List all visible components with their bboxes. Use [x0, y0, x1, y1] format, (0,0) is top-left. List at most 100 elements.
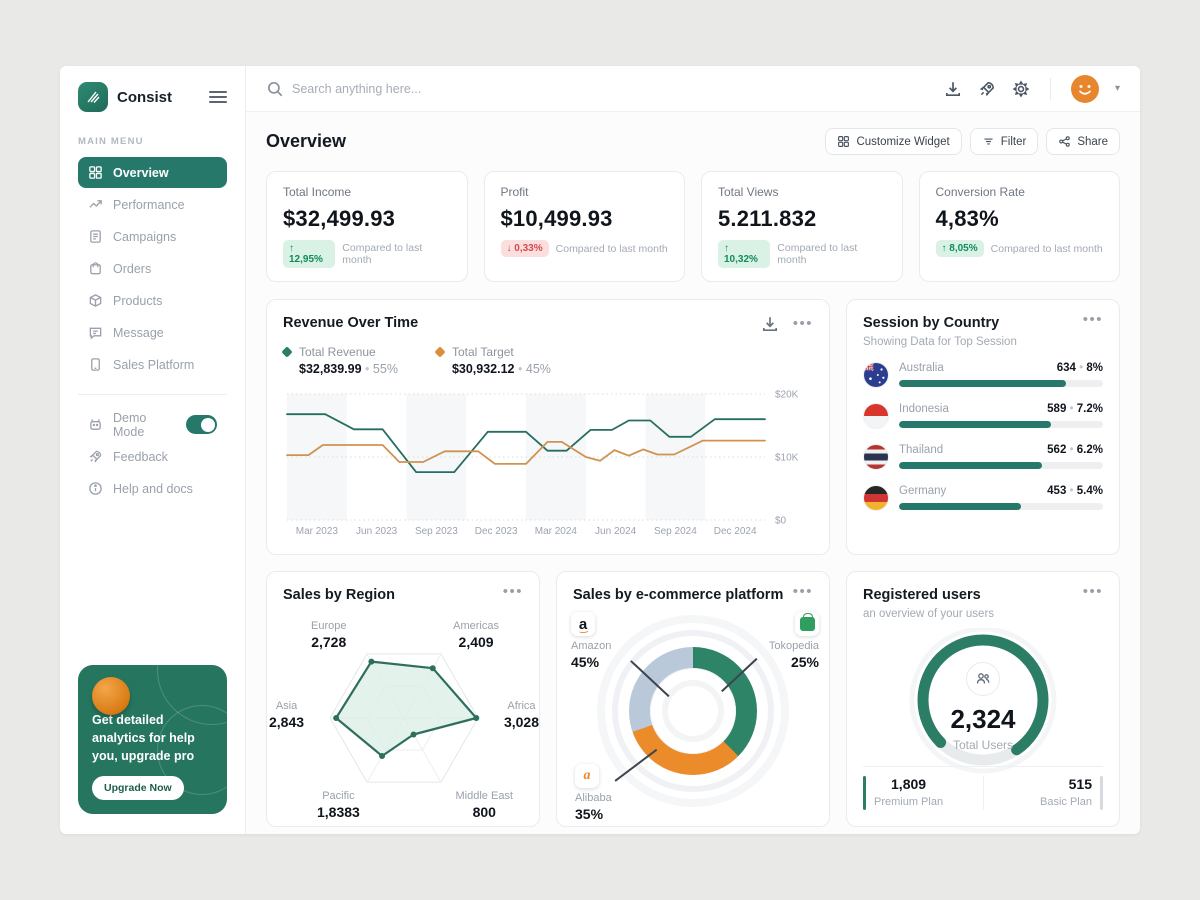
- premium-plan-accent: [863, 776, 866, 810]
- stat-note: Compared to last month: [555, 242, 668, 255]
- radar-label-asia: Asia 2,843: [269, 700, 305, 730]
- session-row-thailand: Thailand 562 • 6.2%: [863, 444, 1103, 470]
- session-by-country-card: Session by Country Showing Data for Top …: [846, 299, 1120, 555]
- sidebar-item-label: Performance: [113, 197, 185, 212]
- download-icon[interactable]: [944, 80, 962, 98]
- svg-text:Sep 2024: Sep 2024: [654, 526, 697, 537]
- radar-title: Sales by Region: [283, 587, 396, 603]
- brand-name: Consist: [117, 88, 173, 106]
- content-area: Overview Customize Widget Filter Share: [246, 112, 1140, 834]
- stats-row: Total Income $32,499.93 ↑ 12,95% Compared…: [266, 171, 1120, 282]
- radar-label-pacific: Pacific 1,8383: [317, 790, 360, 820]
- document-icon: [90, 230, 101, 243]
- rocket-icon[interactable]: [978, 80, 996, 98]
- topbar: ▾: [246, 66, 1140, 112]
- grid-icon: [89, 166, 102, 179]
- trend-badge: ↑ 12,95%: [283, 240, 336, 268]
- platform-label-tokopedia: Tokopedia 25%: [769, 612, 819, 670]
- trend-badge: ↑ 10,32%: [718, 240, 771, 268]
- filter-label: Filter: [1000, 135, 1027, 148]
- total-users-value: 2,324: [950, 704, 1016, 734]
- session-bar-fill: [899, 503, 1022, 510]
- stat-label: Total Views: [718, 185, 779, 199]
- session-bar-fill: [899, 421, 1051, 428]
- rocket-icon: [89, 450, 102, 463]
- search-input[interactable]: [292, 81, 592, 96]
- svg-text:Mar 2024: Mar 2024: [535, 526, 578, 537]
- main-menu: Overview Performance Campaigns Orders Pr…: [78, 157, 227, 380]
- sidebar-item-label: Message: [113, 325, 164, 340]
- sidebar-item-demo-mode[interactable]: Demo Mode: [78, 409, 227, 440]
- radar-label-africa: Africa 3,028: [503, 700, 539, 730]
- session-bar-track: [899, 462, 1103, 469]
- sales-by-platform-card: Sales by e-commerce platform •••: [556, 571, 830, 827]
- target-marker-icon: [434, 346, 446, 358]
- more-menu-icon[interactable]: •••: [502, 583, 523, 600]
- more-menu-icon[interactable]: •••: [1082, 583, 1103, 600]
- sidebar-item-campaigns[interactable]: Campaigns: [78, 221, 227, 252]
- filter-button[interactable]: Filter: [969, 128, 1039, 155]
- svg-text:Sep 2023: Sep 2023: [415, 526, 458, 537]
- chevron-down-icon[interactable]: ▾: [1114, 83, 1120, 94]
- box-icon: [89, 294, 102, 307]
- sidebar-item-message[interactable]: Message: [78, 317, 227, 348]
- chat-icon: [89, 327, 102, 340]
- decorative-rings: [597, 615, 789, 807]
- decorative-ball: [92, 676, 130, 715]
- stat-label: Conversion Rate: [935, 185, 1025, 199]
- settings-gear-icon[interactable]: [1012, 80, 1030, 98]
- stat-card-conversion-rate: Conversion Rate 4,83% ↑ 8,05% Compared to…: [918, 171, 1120, 282]
- demo-mode-icon: [90, 419, 101, 430]
- more-menu-icon[interactable]: •••: [1082, 311, 1103, 328]
- info-icon: [89, 482, 102, 495]
- australia-flag-icon: [863, 362, 889, 388]
- app-window: Consist MAIN MENU Overview Performance C…: [60, 66, 1140, 834]
- share-button[interactable]: Share: [1046, 128, 1120, 155]
- tokopedia-logo-icon: [795, 612, 819, 636]
- customize-widget-button[interactable]: Customize Widget: [825, 128, 962, 155]
- indonesia-flag-icon: [863, 403, 889, 429]
- session-row-australia: Australia 634 • 8%: [863, 362, 1103, 388]
- sidebar-item-products[interactable]: Products: [78, 285, 227, 316]
- sidebar-divider: [78, 394, 227, 395]
- sidebar-item-feedback[interactable]: Feedback: [78, 441, 227, 472]
- country-name: Indonesia: [899, 403, 949, 415]
- search-bar[interactable]: [266, 80, 944, 98]
- demo-mode-toggle[interactable]: [185, 415, 217, 434]
- gauge-title: Registered users: [863, 587, 981, 603]
- sidebar-item-performance[interactable]: Performance: [78, 189, 227, 220]
- session-title: Session by Country: [863, 315, 1000, 331]
- stat-value: $32,499.93: [283, 206, 396, 231]
- widget-grid-icon: [838, 136, 850, 147]
- session-list: Australia 634 • 8% Indonesia 589 • 7.2%: [863, 362, 1103, 511]
- help-label: Help and docs: [113, 481, 193, 496]
- avatar[interactable]: [1070, 74, 1099, 103]
- legend-total-target: Total Target $30,932.12 • 45%: [434, 345, 551, 376]
- radar-label-middle-east: Middle East 800: [455, 790, 513, 820]
- platform-label-amazon: a Amazon 45%: [571, 612, 611, 670]
- upgrade-card: Get detailed analytics for help you, upg…: [78, 664, 227, 814]
- svg-text:$0: $0: [775, 516, 787, 527]
- hamburger-menu-icon[interactable]: [209, 88, 227, 106]
- session-bar-fill: [899, 380, 1067, 387]
- more-menu-icon[interactable]: •••: [792, 583, 813, 600]
- sidebar-item-overview[interactable]: Overview: [78, 157, 227, 188]
- session-bar-fill: [899, 462, 1042, 469]
- registered-users-gauge: 2,324 Total Users 1,809 Premium Plan 515 B…: [863, 628, 1103, 810]
- stat-note: Compared to last month: [342, 242, 423, 266]
- stat-note: Compared to last month: [777, 242, 858, 266]
- svg-text:Mar 2023: Mar 2023: [296, 526, 339, 537]
- chart-download-icon[interactable]: [761, 315, 779, 333]
- sidebar-item-orders[interactable]: Orders: [78, 253, 227, 284]
- sidebar-item-help[interactable]: Help and docs: [78, 473, 227, 504]
- revenue-chart-title: Revenue Over Time: [283, 315, 419, 331]
- more-menu-icon[interactable]: •••: [792, 315, 813, 332]
- stat-card-total-income: Total Income $32,499.93 ↑ 12,95% Compared…: [266, 171, 468, 282]
- users-icon: [966, 662, 1000, 696]
- share-label: Share: [1077, 135, 1108, 148]
- basic-plan: 515 Basic Plan: [982, 776, 1103, 810]
- stat-value: 5.211.832: [718, 206, 817, 231]
- sidebar-item-sales-platform[interactable]: Sales Platform: [78, 349, 227, 380]
- sidebar-item-label: Sales Platform: [113, 357, 195, 372]
- revenue-marker-icon: [281, 346, 293, 358]
